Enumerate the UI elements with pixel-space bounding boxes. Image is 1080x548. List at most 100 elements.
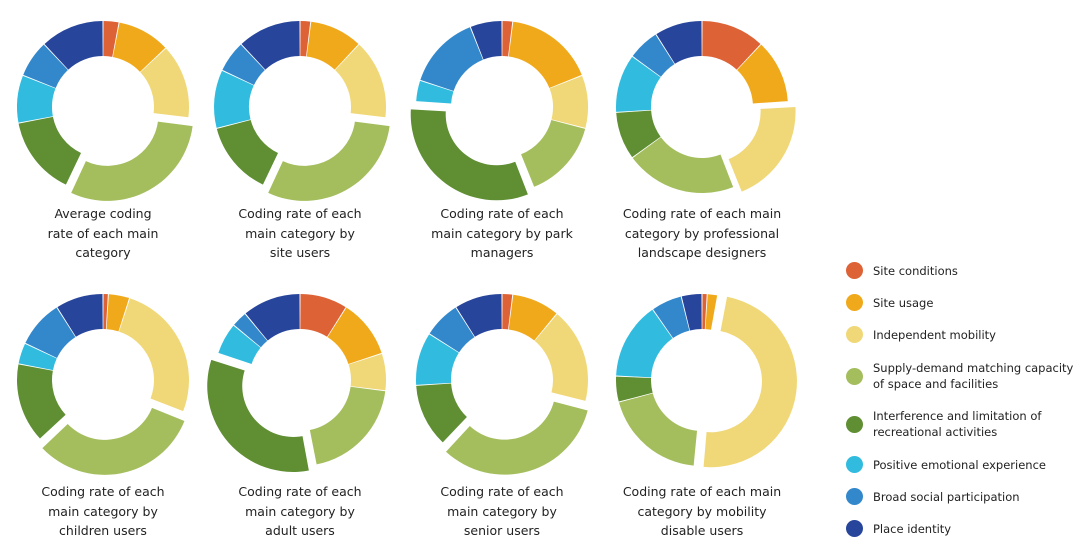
donut-slice-broad-social-participation — [632, 34, 675, 77]
donut-chart-1 — [17, 21, 193, 201]
donut-slice-interference-and-limitation-of-recreational-activities — [416, 383, 467, 443]
donut-chart-6 — [207, 294, 387, 472]
donut-slice-interference-and-limitation-of-recreational-activities — [17, 364, 66, 439]
chart-caption-site-users: Coding rate of each main category by sit… — [238, 206, 362, 260]
donut-slice-independent-mobility — [348, 353, 387, 391]
donut-slice-site-conditions — [702, 21, 761, 70]
donut-slice-supply-demand-matching-capacity-of-space-and-facilities — [71, 121, 193, 201]
donut-chart-5 — [17, 294, 190, 475]
donut-slice-supply-demand-matching-capacity-of-space-and-facilities — [632, 137, 734, 194]
donut-slice-supply-demand-matching-capacity-of-space-and-facilities — [42, 407, 185, 475]
donut-charts-canvas — [17, 21, 797, 475]
legend-swatch-interference — [846, 415, 863, 433]
donut-slice-independent-mobility — [728, 106, 796, 192]
donut-slice-site-usage — [306, 21, 359, 70]
donut-slice-place-identity — [681, 294, 702, 331]
donut-slice-positive-emotional-experience — [616, 56, 661, 112]
donut-slice-positive-emotional-experience — [214, 70, 254, 128]
donut-slice-interference-and-limitation-of-recreational-activities — [616, 376, 653, 402]
legend-label: Site usage — [873, 295, 934, 310]
legend-item-positive-emotional: Positive emotional experience — [846, 456, 1076, 473]
legend-label: Site conditions — [873, 263, 958, 278]
legend-item-site-conditions: Site conditions — [846, 262, 1076, 279]
donut-slice-site-usage — [737, 44, 788, 104]
legend-swatch-site-usage — [846, 294, 863, 311]
legend-item-site-usage: Site usage — [846, 294, 1076, 311]
donut-slice-place-identity — [470, 21, 502, 60]
donut-slice-supply-demand-matching-capacity-of-space-and-facilities — [619, 393, 698, 466]
chart-caption-senior-users: Coding rate of each main category by sen… — [440, 484, 564, 538]
donut-slice-site-usage — [508, 294, 557, 341]
donut-slice-site-usage — [112, 22, 166, 72]
donut-slice-broad-social-participation — [234, 314, 268, 348]
donut-chart-7 — [416, 294, 588, 475]
donut-slice-positive-emotional-experience — [18, 343, 57, 371]
legend-item-interference: Interference and limitation of recreatio… — [846, 408, 1076, 440]
donut-slice-independent-mobility — [140, 48, 190, 118]
donut-slice-positive-emotional-experience — [616, 309, 673, 378]
donut-slice-broad-social-participation — [420, 27, 483, 91]
donut-slice-site-usage — [705, 294, 718, 330]
donut-slice-interference-and-limitation-of-recreational-activities — [216, 119, 279, 185]
donut-slice-supply-demand-matching-capacity-of-space-and-facilities — [446, 401, 588, 475]
chart-caption-average: Average coding rate of each main categor… — [47, 206, 159, 260]
legend-item-social-participation: Broad social participation — [846, 488, 1076, 505]
legend-swatch-site-conditions — [846, 262, 863, 279]
donut-slice-broad-social-participation — [23, 44, 68, 88]
donut-slice-positive-emotional-experience — [17, 75, 56, 123]
donut-slice-site-conditions — [300, 294, 346, 337]
chart-caption-park-managers: Coding rate of each main category by par… — [431, 206, 573, 260]
legend-item-supply-demand: Supply-demand matching capacity of space… — [846, 360, 1076, 392]
chart-caption-children-users: Coding rate of each main category by chi… — [41, 484, 165, 538]
donut-slice-place-identity — [456, 294, 502, 337]
donut-slice-supply-demand-matching-capacity-of-space-and-facilities — [268, 121, 390, 201]
donut-slice-place-identity — [57, 294, 103, 337]
chart-caption-landscape-designers: Coding rate of each main category by pro… — [622, 206, 782, 260]
donut-slice-broad-social-participation — [653, 296, 690, 339]
donut-slice-site-usage — [508, 21, 582, 88]
donut-slice-supply-demand-matching-capacity-of-space-and-facilities — [521, 119, 586, 187]
donut-slice-site-conditions — [300, 21, 311, 57]
legend-swatch-place-identity — [846, 520, 863, 537]
donut-slice-place-identity — [245, 294, 300, 341]
donut-slice-positive-emotional-experience — [416, 334, 459, 385]
donut-slice-site-conditions — [103, 294, 108, 330]
donut-slice-broad-social-participation — [222, 44, 265, 86]
legend-swatch-social-participation — [846, 488, 863, 505]
legend-swatch-supply-demand — [846, 367, 863, 385]
donut-slice-independent-mobility — [335, 44, 387, 118]
legend-label: Independent mobility — [873, 327, 996, 342]
donut-chart-3 — [410, 21, 588, 201]
donut-slice-supply-demand-matching-capacity-of-space-and-facilities — [309, 386, 386, 465]
legend-label: Interference and limitation of recreatio… — [873, 409, 1042, 439]
donut-slice-independent-mobility — [703, 296, 797, 468]
donut-slice-site-conditions — [103, 21, 119, 57]
legend-label: Place identity — [873, 521, 952, 536]
legend-item-independent-mobility: Independent mobility — [846, 326, 1076, 343]
donut-slice-broad-social-participation — [429, 307, 475, 353]
donut-slice-place-identity — [656, 21, 702, 64]
legend-item-place-identity: Place identity — [846, 520, 1076, 537]
donut-slice-broad-social-participation — [25, 307, 76, 359]
donut-slice-place-identity — [44, 21, 103, 70]
legend-swatch-positive-emotional — [846, 456, 863, 473]
donut-slice-interference-and-limitation-of-recreational-activities — [410, 109, 528, 201]
legend-label: Broad social participation — [873, 489, 1020, 504]
donut-slice-interference-and-limitation-of-recreational-activities — [18, 116, 82, 185]
donut-slice-site-usage — [327, 307, 382, 364]
donut-slice-site-usage — [106, 294, 130, 332]
donut-slice-independent-mobility — [119, 298, 190, 412]
donut-slice-independent-mobility — [534, 314, 588, 401]
donut-chart-2 — [214, 21, 390, 201]
donut-slice-positive-emotional-experience — [218, 325, 261, 364]
chart-caption-mobility-disable-users: Coding rate of each main category by mob… — [622, 484, 782, 538]
donut-slice-independent-mobility — [549, 75, 588, 128]
legend-swatch-independent-mobility — [846, 326, 863, 343]
legend-label: Positive emotional experience — [873, 457, 1046, 472]
donut-slice-site-conditions — [702, 294, 707, 330]
donut-slice-place-identity — [241, 21, 300, 70]
donut-slice-site-conditions — [502, 294, 513, 330]
donut-slice-interference-and-limitation-of-recreational-activities — [207, 359, 309, 472]
donut-slice-positive-emotional-experience — [416, 80, 454, 104]
